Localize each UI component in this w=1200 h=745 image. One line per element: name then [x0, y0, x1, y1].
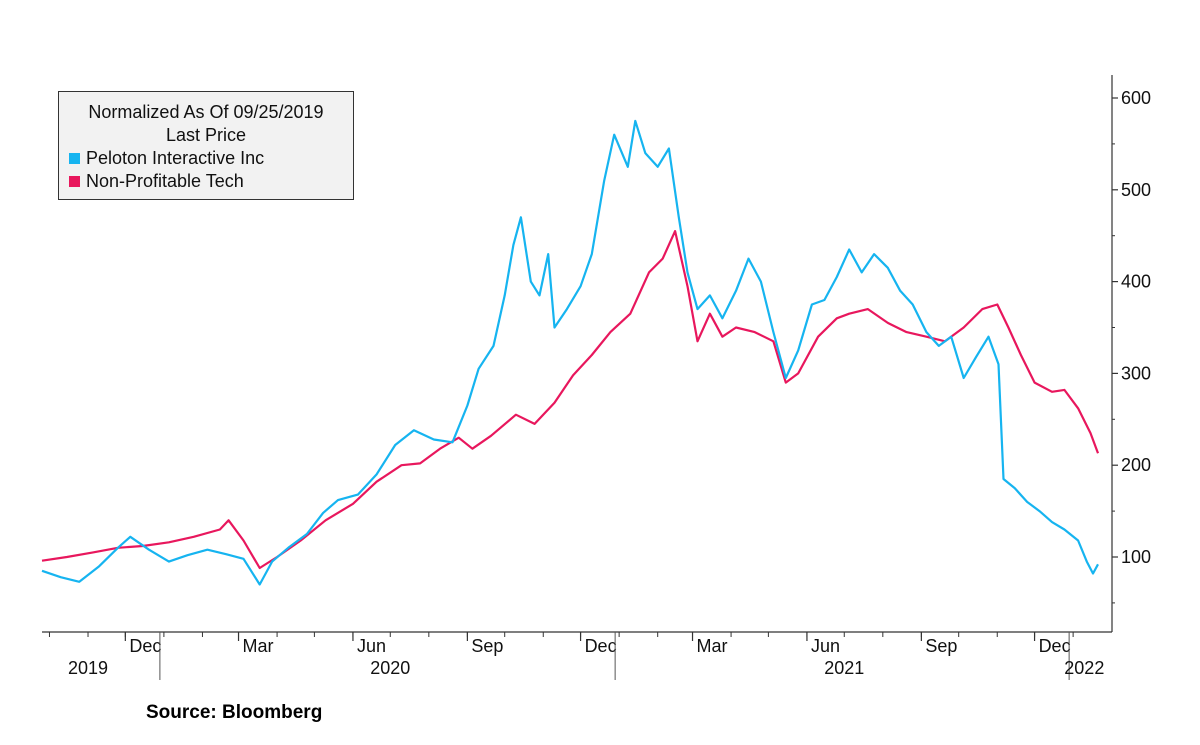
legend-title-line2: Last Price	[165, 125, 247, 145]
legend-label-peloton: Peloton Interactive Inc	[86, 148, 265, 168]
y-tick-label: 600	[1121, 88, 1151, 108]
x-tick-label: Jun	[811, 636, 840, 656]
x-tick-label: Mar	[243, 636, 274, 656]
x-tick-label: Mar	[697, 636, 728, 656]
year-label: 2022	[1064, 658, 1104, 678]
legend: Normalized As Of 09/25/2019 Last Price P…	[58, 91, 354, 200]
legend-entry-non-profitable-tech: Non-Profitable Tech	[69, 171, 244, 192]
x-tick-label: Sep	[925, 636, 957, 656]
legend-label-non-profitable-tech: Non-Profitable Tech	[86, 171, 244, 191]
x-tick-label: Sep	[471, 636, 503, 656]
x-tick-label: Jun	[357, 636, 386, 656]
x-tick-label: Dec	[1039, 636, 1071, 656]
series-line-non-profitable-tech	[41, 230, 1100, 570]
legend-swatch-peloton	[69, 153, 80, 164]
series-lines	[41, 119, 1100, 586]
legend-title-line1: Normalized As Of 09/25/2019	[88, 102, 324, 122]
year-label: 2019	[68, 658, 108, 678]
y-tick-label: 300	[1121, 363, 1151, 383]
y-tick-label: 500	[1121, 180, 1151, 200]
year-label: 2020	[370, 658, 410, 678]
year-label: 2021	[824, 658, 864, 678]
series-line-peloton	[41, 119, 1099, 586]
x-tick-label: Dec	[129, 636, 161, 656]
y-tick-label: 200	[1121, 455, 1151, 475]
axes: 100 200 300 400 500 600 Dec Mar Jun Sep Dec Mar Jun S…	[42, 75, 1151, 680]
legend-swatch-non-profitable-tech	[69, 176, 80, 187]
y-tick-label: 400	[1121, 272, 1151, 292]
source-note: Source: Bloomberg	[146, 702, 323, 723]
x-tick-label: Dec	[585, 636, 617, 656]
y-tick-label: 100	[1121, 547, 1151, 567]
legend-entry-peloton: Peloton Interactive Inc	[69, 148, 264, 169]
